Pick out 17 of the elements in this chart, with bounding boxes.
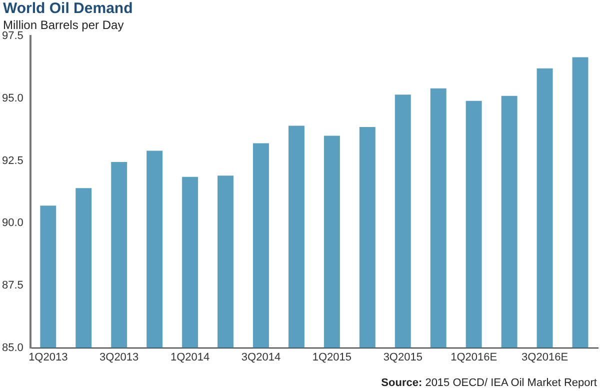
x-tick-label: 3Q2016E <box>522 351 568 364</box>
y-tick-label: 97.5 <box>2 30 24 42</box>
y-tick-label: 85.0 <box>2 342 24 354</box>
chart-subtitle: Million Barrels per Day <box>3 18 124 32</box>
y-tick-label: 90.0 <box>2 217 24 230</box>
x-tick-label: 1Q2016E <box>450 351 498 364</box>
y-tick-label: 92.5 <box>2 154 24 167</box>
y-tick-label: 95.0 <box>2 92 24 104</box>
y-tick-label: 87.5 <box>2 279 24 292</box>
x-tick-label: 3Q2013 <box>100 351 139 364</box>
x-tick-label: 1Q2015 <box>312 351 352 364</box>
x-tick-label: 3Q2014 <box>241 351 281 364</box>
chart-title: World Oil Demand <box>3 0 133 17</box>
x-tick-label: 1Q2014 <box>170 351 210 364</box>
x-tick-label: 1Q2013 <box>28 351 68 364</box>
x-tick-label: 3Q2015 <box>383 351 422 364</box>
source-note: Source: 2015 OECD/ IEA Oil Market Report <box>381 377 597 389</box>
